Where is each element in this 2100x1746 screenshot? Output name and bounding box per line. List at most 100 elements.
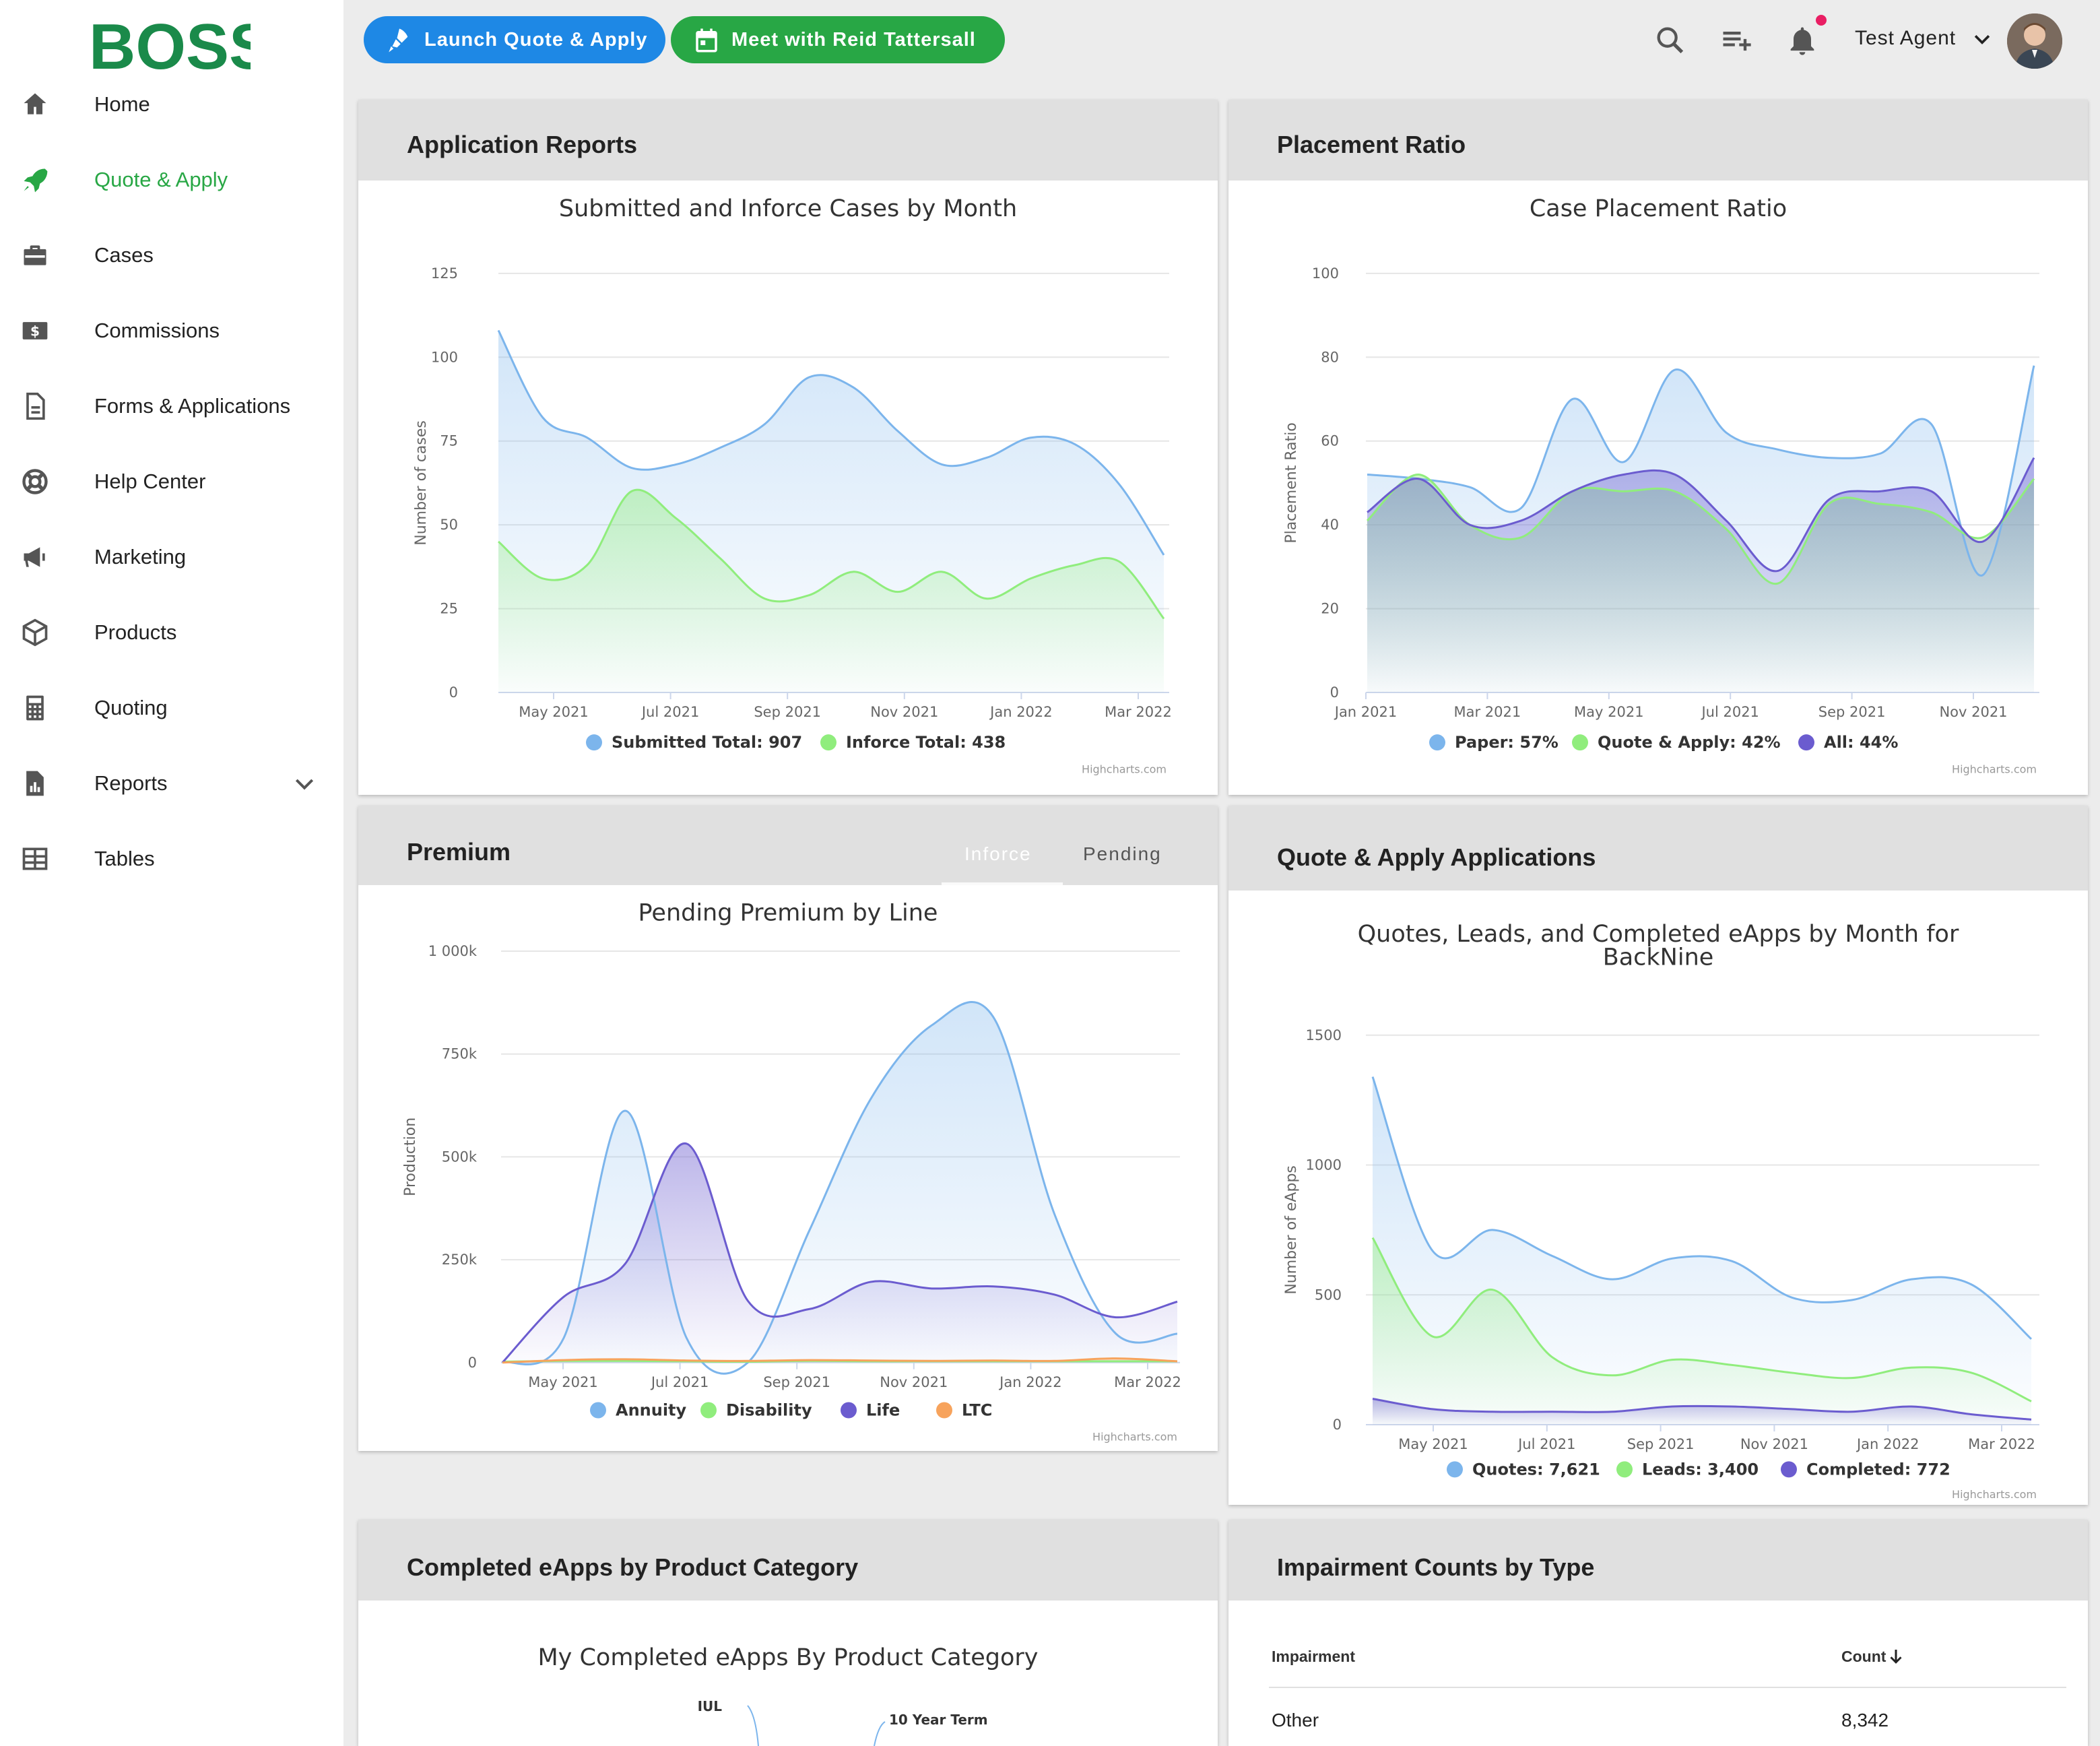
table-cell-impairment: Other <box>1272 1710 1319 1731</box>
avatar-image <box>2007 13 2062 69</box>
notification-badge <box>1816 15 1827 26</box>
boss-logo[interactable]: BOSS <box>89 16 251 77</box>
y-tick-label: 25 <box>440 601 458 617</box>
sidebar-item-forms-applications[interactable]: Forms & Applications <box>0 373 343 440</box>
launch-quote-apply-label: Launch Quote & Apply <box>424 28 648 51</box>
legend-item[interactable]: Completed: 772 <box>1781 1460 1950 1479</box>
legend-label: Quote & Apply: 42% <box>1598 733 1781 752</box>
legend-item[interactable]: Quote & Apply: 42% <box>1572 733 1781 752</box>
completed-eapps-chart: My Completed eApps By Product Category I… <box>537 1644 1039 1746</box>
arrow-down-icon[interactable] <box>1886 1646 1906 1667</box>
impairment-counts-card: Impairment Counts by Type Impairment Cou… <box>1228 1520 2088 1746</box>
series-line[interactable] <box>497 329 1165 556</box>
avatar[interactable] <box>2007 13 2062 69</box>
report-icon <box>26 771 44 796</box>
chart-title: Pending Premium by Line <box>638 900 938 927</box>
y-tick-label: 750k <box>442 1046 478 1062</box>
meet-with-agent-button[interactable]: Meet with Reid Tattersall <box>671 16 1005 63</box>
table-divider <box>1269 1687 2066 1688</box>
x-tick-label: Nov 2021 <box>1740 1436 1808 1452</box>
tab-inforce[interactable]: Inforce <box>964 843 1032 864</box>
series-line[interactable] <box>502 1001 1178 1375</box>
placement-ratio-card: Placement Ratio Case Placement Ratio 0 20 4… <box>1228 100 2088 795</box>
launch-quote-apply-button[interactable]: Launch Quote & Apply <box>364 16 665 63</box>
column-header-count[interactable]: Count <box>1841 1648 1886 1665</box>
sidebar-item-help-center[interactable]: Help Center <box>0 448 343 515</box>
sidebar-item-label: Quoting <box>94 696 168 719</box>
application-reports-card: Application Reports Submitted and Inforc… <box>358 100 1218 795</box>
highcharts-credit[interactable]: Highcharts.com <box>1952 1488 2037 1501</box>
sidebar: BOSS Home Quote & Apply Cases $ Commissions F… <box>0 0 343 1746</box>
legend-item[interactable]: Paper: 57% <box>1429 733 1558 752</box>
sidebar-item-label: Reports <box>94 771 168 795</box>
logo-text: BOSS <box>89 16 251 77</box>
y-tick-label: 500 <box>1315 1287 1342 1303</box>
legend-item[interactable]: Inforce Total: 438 <box>820 733 1006 752</box>
y-tick-label: 0 <box>449 684 458 701</box>
card-header: Impairment Counts by Type <box>1228 1520 2088 1601</box>
sidebar-item-reports[interactable]: Reports <box>0 750 343 817</box>
pie-label-10yr-term: 10 Year Term <box>889 1712 988 1728</box>
table-icon <box>22 847 48 870</box>
legend-marker <box>700 1402 717 1419</box>
column-header-impairment[interactable]: Impairment <box>1272 1648 1355 1665</box>
legend-item[interactable]: Leads: 3,400 <box>1616 1460 1759 1479</box>
legend-item[interactable]: Quotes: 7,621 <box>1447 1460 1600 1479</box>
series-line[interactable] <box>502 1357 1178 1364</box>
series-line[interactable] <box>1371 1076 2033 1340</box>
legend-item[interactable]: Disability <box>700 1401 812 1420</box>
y-tick-label: 500k <box>442 1149 478 1165</box>
series-line[interactable] <box>1372 1398 2032 1421</box>
legend-marker <box>590 1402 606 1419</box>
x-tick-label: Jan 2022 <box>998 1374 1062 1390</box>
add-to-list-icon[interactable] <box>1719 23 1754 58</box>
y-tick-label: 100 <box>1312 265 1339 282</box>
chevron-down-icon[interactable] <box>291 770 318 797</box>
sidebar-item-home[interactable]: Home <box>0 71 343 138</box>
legend-label: Submitted Total: 907 <box>612 733 802 752</box>
sidebar-item-commissions[interactable]: $ Commissions <box>0 297 343 364</box>
legend-marker <box>820 734 836 751</box>
legend-marker <box>936 1402 952 1419</box>
x-tick-label: Mar 2022 <box>1105 704 1172 720</box>
highcharts-credit[interactable]: Highcharts.com <box>1082 763 1167 775</box>
highcharts-credit[interactable]: Highcharts.com <box>1092 1430 1177 1443</box>
sidebar-item-quoting[interactable]: Quoting <box>0 674 343 742</box>
tab-pending[interactable]: Pending <box>1083 843 1162 864</box>
x-tick-label: Jul 2021 <box>650 1374 709 1390</box>
legend-item[interactable]: Submitted Total: 907 <box>586 733 802 752</box>
legend-item[interactable]: Annuity <box>590 1401 687 1420</box>
table-cell-count: 8,342 <box>1841 1710 1889 1731</box>
user-name[interactable]: Test Agent <box>1855 27 1957 49</box>
sidebar-item-quote-apply[interactable]: Quote & Apply <box>0 146 343 214</box>
y-axis-title: Placement Ratio <box>1283 422 1300 544</box>
series-line[interactable] <box>1367 457 2035 573</box>
pie-connector <box>747 1705 759 1746</box>
legend-item[interactable]: LTC <box>936 1401 992 1420</box>
series-line[interactable] <box>1371 1237 2032 1402</box>
x-tick-label: May 2021 <box>1574 704 1644 720</box>
bell-icon[interactable] <box>1785 23 1820 58</box>
chevron-down-icon[interactable] <box>1971 28 1994 51</box>
series-line[interactable] <box>501 1142 1178 1363</box>
briefcase-icon <box>24 245 46 265</box>
meet-with-agent-label: Meet with Reid Tattersall <box>731 28 976 51</box>
legend-label: All: 44% <box>1824 733 1898 752</box>
sidebar-item-label: Tables <box>94 847 155 870</box>
legend-item[interactable]: All: 44% <box>1798 733 1898 752</box>
series-line[interactable] <box>1367 365 2035 577</box>
series-area <box>498 490 1164 692</box>
completed-eapps-card: Completed eApps by Product Category My C… <box>358 1520 1218 1746</box>
x-tick-label: Sep 2021 <box>763 1374 830 1390</box>
legend-label: LTC <box>962 1401 992 1420</box>
sidebar-item-tables[interactable]: Tables <box>0 825 343 893</box>
sidebar-item-marketing[interactable]: Marketing <box>0 523 343 591</box>
sidebar-item-cases[interactable]: Cases <box>0 222 343 289</box>
highcharts-credit[interactable]: Highcharts.com <box>1952 763 2037 775</box>
series-area <box>1373 1237 2031 1425</box>
legend-item[interactable]: Life <box>841 1401 900 1420</box>
y-tick-label: 0 <box>1333 1417 1342 1433</box>
series-line[interactable] <box>498 488 1165 620</box>
sidebar-item-products[interactable]: Products <box>0 599 343 666</box>
search-icon[interactable] <box>1653 23 1688 58</box>
